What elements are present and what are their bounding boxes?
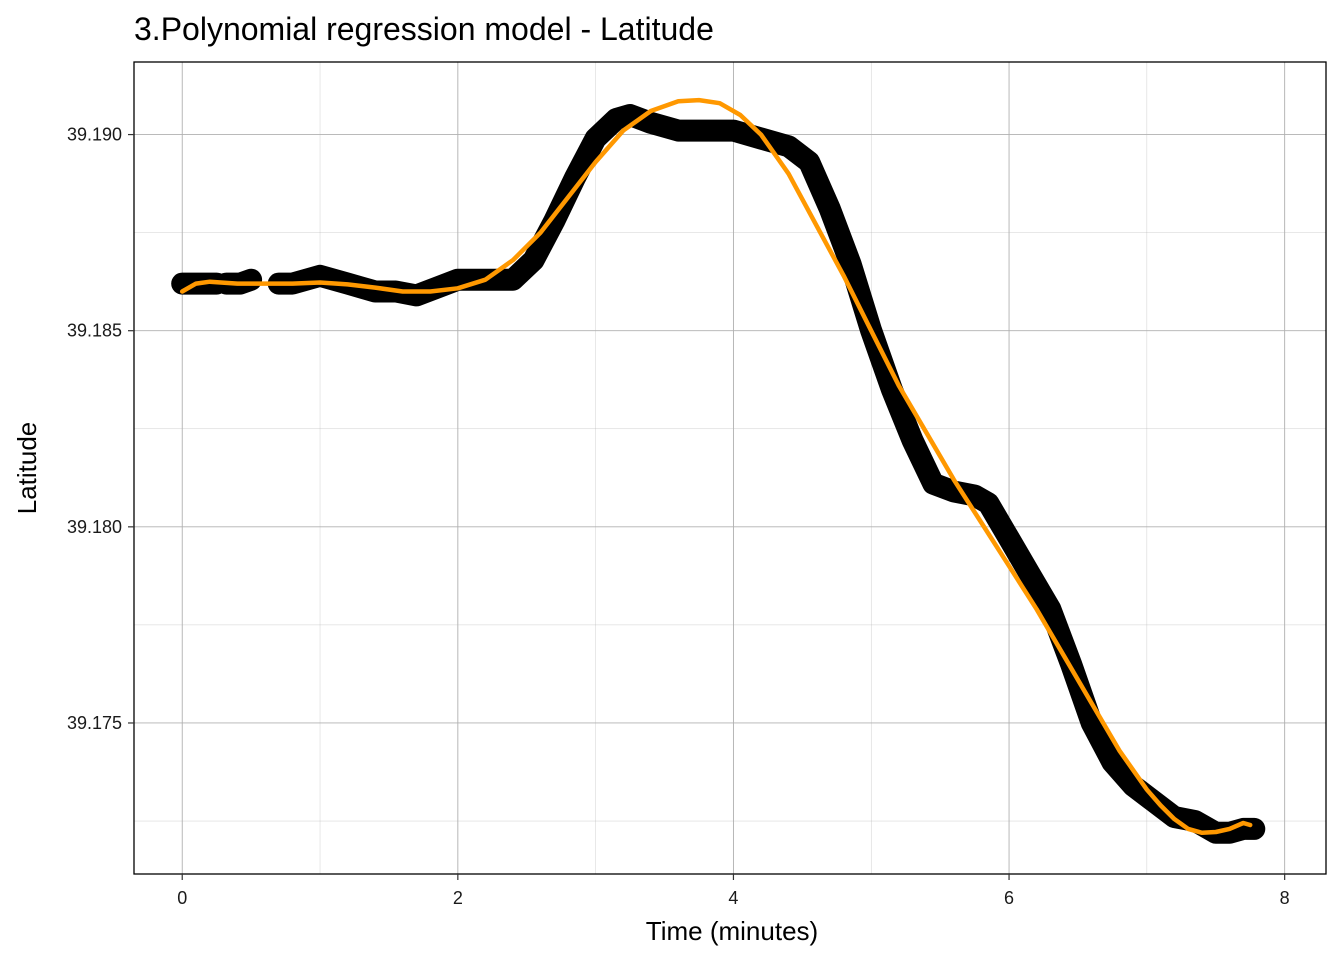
chart-title: 3.Polynomial regression model - Latitude <box>134 11 714 47</box>
x-tick-label: 2 <box>453 888 463 908</box>
plot-frame <box>133 61 1327 875</box>
y-axis-title: Latitude <box>12 422 42 515</box>
y-tick-label: 39.185 <box>67 321 122 341</box>
x-tick-label: 0 <box>177 888 187 908</box>
y-tick-label: 39.180 <box>67 517 122 537</box>
x-tick-label: 6 <box>1004 888 1014 908</box>
y-axis-ticks: 39.175 39.180 39.185 39.190 <box>67 125 134 733</box>
fit-line <box>179 97 1253 836</box>
observed-latitude-points <box>171 104 1266 844</box>
observed-segment <box>267 104 1266 844</box>
x-tick-label: 4 <box>728 888 738 908</box>
x-axis-title: Time (minutes) <box>646 916 818 946</box>
grid-minor <box>134 62 1326 874</box>
grid-major <box>134 62 1326 874</box>
y-tick-label: 39.175 <box>67 713 122 733</box>
y-tick-label: 39.190 <box>67 125 122 145</box>
x-tick-label: 8 <box>1280 888 1290 908</box>
fitted-polynomial-line <box>179 97 1253 836</box>
x-axis-ticks: 0 2 4 6 8 <box>177 874 1290 908</box>
